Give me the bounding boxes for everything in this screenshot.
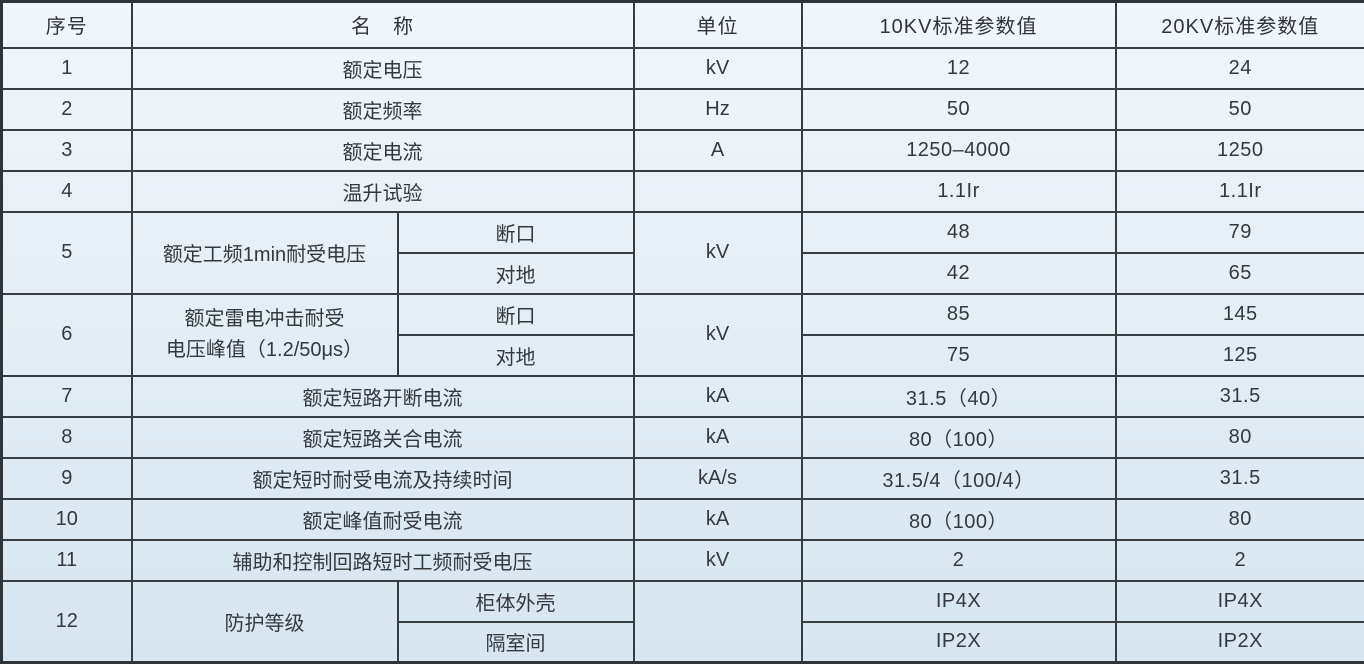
unit-cell <box>632 169 803 213</box>
value-10kv-cell: 1.1Ir <box>800 169 1117 213</box>
table-row: 4 温升试验 1.1Ir 1.1Ir <box>0 169 1364 213</box>
unit-cell: kA <box>632 497 803 541</box>
name-cell: 额定短时耐受电流及持续时间 <box>130 456 635 500</box>
sub-name-cell: 对地 <box>396 333 635 377</box>
unit-cell: A <box>632 128 803 172</box>
unit-cell <box>632 579 803 664</box>
serial-cell: 6 <box>0 292 133 377</box>
name-cell: 额定工频1min耐受电压 <box>130 210 399 295</box>
sub-name-cell: 断口 <box>396 210 635 254</box>
value-20kv-cell: 24 <box>1114 46 1364 90</box>
value-20kv-cell: 80 <box>1114 415 1364 459</box>
value-20kv-cell: IP2X <box>1114 620 1364 664</box>
value-10kv-cell: 31.5/4（100/4） <box>800 456 1117 500</box>
serial-cell: 10 <box>0 497 133 541</box>
value-20kv-cell: 31.5 <box>1114 456 1364 500</box>
value-10kv-cell: 85 <box>800 292 1117 336</box>
table-row: 3 额定电流 A 1250–4000 1250 <box>0 128 1364 172</box>
value-20kv-cell: 65 <box>1114 251 1364 295</box>
value-20kv-cell: 145 <box>1114 292 1364 336</box>
table-row: 7 额定短路开断电流 kA 31.5（40） 31.5 <box>0 374 1364 418</box>
name-cell: 额定电流 <box>130 128 635 172</box>
table-row: 10 额定峰值耐受电流 kA 80（100） 80 <box>0 497 1364 541</box>
name-cell: 温升试验 <box>130 169 635 213</box>
name-cell: 额定短路开断电流 <box>130 374 635 418</box>
table-row: 9 额定短时耐受电流及持续时间 kA/s 31.5/4（100/4） 31.5 <box>0 456 1364 500</box>
table-subrow: 对地 75 125 <box>2 333 1364 377</box>
value-20kv-cell: 31.5 <box>1114 374 1364 418</box>
header-10kv: 10KV标准参数值 <box>800 0 1117 49</box>
value-10kv-cell: 2 <box>800 538 1117 582</box>
table-row: 8 额定短路关合电流 kA 80（100） 80 <box>0 415 1364 459</box>
value-20kv-cell: 125 <box>1114 333 1364 377</box>
name-line-2: 电压峰值（1.2/50μs） <box>165 338 364 361</box>
value-20kv-cell: 1250 <box>1114 128 1364 172</box>
value-10kv-cell: 80（100） <box>800 415 1117 459</box>
name-cell: 辅助和控制回路短时工频耐受电压 <box>130 538 635 582</box>
name-cell: 额定电压 <box>130 46 635 90</box>
sub-name-cell: 柜体外壳 <box>396 579 635 623</box>
serial-cell: 7 <box>0 374 133 418</box>
table-row: 11 辅助和控制回路短时工频耐受电压 kV 2 2 <box>0 538 1364 582</box>
value-10kv-cell: 48 <box>800 210 1117 254</box>
name-line-1: 额定雷电冲击耐受 <box>184 307 345 330</box>
serial-cell: 9 <box>0 456 133 500</box>
serial-cell: 2 <box>0 87 133 131</box>
table-subrow: 对地 42 65 <box>2 251 1364 295</box>
header-20kv: 20KV标准参数值 <box>1114 0 1364 49</box>
serial-cell: 11 <box>0 538 133 582</box>
value-20kv-cell: 1.1Ir <box>1114 169 1364 213</box>
header-name: 名 称 <box>130 0 635 49</box>
table-row: 1 额定电压 kV 12 24 <box>0 46 1364 90</box>
value-20kv-cell: 50 <box>1114 87 1364 131</box>
table-subrow: 隔室间 IP2X IP2X <box>2 620 1364 664</box>
value-10kv-cell: 50 <box>800 87 1117 131</box>
value-20kv-cell: 2 <box>1114 538 1364 582</box>
unit-cell: kA <box>632 415 803 459</box>
value-10kv-cell: IP4X <box>800 579 1117 623</box>
name-cell: 额定峰值耐受电流 <box>130 497 635 541</box>
unit-cell: kV <box>632 210 803 295</box>
value-10kv-cell: 31.5（40） <box>800 374 1117 418</box>
value-10kv-cell: 1250–4000 <box>800 128 1117 172</box>
name-cell: 防护等级 <box>130 579 399 664</box>
header-row: 序号 名 称 单位 10KV标准参数值 20KV标准参数值 <box>0 0 1364 49</box>
serial-cell: 1 <box>0 46 133 90</box>
table-row: 5 额定工频1min耐受电压 断口 kV 48 79 <box>0 210 1364 295</box>
name-cell: 额定频率 <box>130 87 635 131</box>
unit-cell: kV <box>632 46 803 90</box>
table-row: 2 额定频率 Hz 50 50 <box>0 87 1364 131</box>
value-10kv-cell: 12 <box>800 46 1117 90</box>
unit-cell: kV <box>632 292 803 377</box>
value-10kv-cell: IP2X <box>800 620 1117 664</box>
header-no: 序号 <box>0 0 133 49</box>
unit-cell: kV <box>632 538 803 582</box>
value-10kv-cell: 42 <box>800 251 1117 295</box>
unit-cell: kA/s <box>632 456 803 500</box>
serial-cell: 8 <box>0 415 133 459</box>
sub-name-cell: 断口 <box>396 292 635 336</box>
value-20kv-cell: 79 <box>1114 210 1364 254</box>
serial-cell: 12 <box>0 579 133 664</box>
unit-cell: kA <box>632 374 803 418</box>
sub-name-cell: 隔室间 <box>396 620 635 664</box>
value-10kv-cell: 75 <box>800 333 1117 377</box>
value-20kv-cell: IP4X <box>1114 579 1364 623</box>
table-row: 12 防护等级 柜体外壳 IP4X IP4X <box>0 579 1364 664</box>
header-unit: 单位 <box>632 0 803 49</box>
name-cell: 额定短路关合电流 <box>130 415 635 459</box>
value-20kv-cell: 80 <box>1114 497 1364 541</box>
serial-cell: 5 <box>0 210 133 295</box>
table-row: 6 额定雷电冲击耐受 电压峰值（1.2/50μs） 断口 kV 85 145 <box>0 292 1364 377</box>
serial-cell: 3 <box>0 128 133 172</box>
unit-cell: Hz <box>632 87 803 131</box>
serial-cell: 4 <box>0 169 133 213</box>
sub-name-cell: 对地 <box>396 251 635 295</box>
name-cell: 额定雷电冲击耐受 电压峰值（1.2/50μs） <box>130 292 399 377</box>
value-10kv-cell: 80（100） <box>800 497 1117 541</box>
